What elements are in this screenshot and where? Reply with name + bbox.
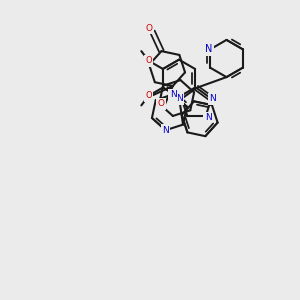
Text: O: O <box>145 56 152 65</box>
Text: O: O <box>146 24 153 33</box>
Text: N: N <box>205 113 212 122</box>
Text: N: N <box>176 94 183 103</box>
Text: O: O <box>145 91 152 100</box>
Text: N: N <box>209 94 216 103</box>
Text: N: N <box>162 126 169 135</box>
Text: O: O <box>157 99 164 108</box>
Text: N: N <box>205 44 213 54</box>
Text: N: N <box>170 90 177 99</box>
